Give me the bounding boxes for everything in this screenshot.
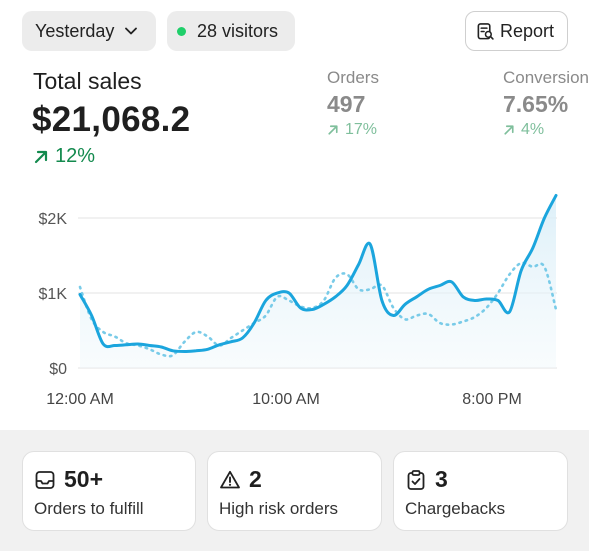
top-bar: Yesterday 28 visitors Report: [0, 0, 589, 62]
conversion-label: Conversion: [503, 68, 589, 87]
arrow-up-right-icon: [504, 125, 514, 135]
total-sales-change: 12%: [33, 145, 95, 168]
chargebacks-label: Chargebacks: [405, 499, 506, 518]
inbox-icon: [35, 470, 55, 489]
orders-change-value: 17%: [345, 121, 378, 138]
y-tick-label: $0: [49, 361, 67, 378]
conversion-value: 7.65%: [503, 91, 569, 117]
x-tick-label: 10:00 AM: [252, 391, 320, 408]
live-dot-icon: [177, 26, 186, 36]
y-tick-label: $1K: [39, 286, 68, 303]
total-sales-value: $21,068.2: [32, 100, 191, 139]
sales-series-line: [78, 194, 558, 353]
y-tick-label: $2K: [39, 211, 68, 228]
arrow-up-right-icon: [328, 125, 338, 135]
sales-chart: $2K $1K $0 12:00 AM 10:00 AM 8:00 PM: [39, 194, 558, 408]
orders-to-fulfill-card[interactable]: 50+ Orders to fulfill: [22, 451, 196, 531]
chevron-down-icon: [125, 27, 138, 35]
x-tick-label: 12:00 AM: [46, 391, 114, 408]
chargebacks-card[interactable]: 3 Chargebacks: [393, 451, 568, 531]
high-risk-orders-count: 2: [249, 466, 262, 492]
sales-area-fill: [80, 195, 556, 368]
report-button[interactable]: Report: [465, 11, 568, 51]
clipboard-check-icon: [407, 469, 425, 490]
report-label: Report: [500, 20, 555, 41]
conversion-change-value: 4%: [521, 121, 545, 138]
warning-icon: [220, 470, 240, 488]
x-tick-label: 8:00 PM: [462, 391, 522, 408]
orders-change: 17%: [327, 121, 377, 139]
total-sales-label: Total sales: [33, 68, 142, 94]
high-risk-orders-label: High risk orders: [219, 499, 339, 518]
chargebacks-count: 3: [435, 466, 448, 492]
orders-to-fulfill-count: 50+: [64, 466, 104, 492]
orders-label: Orders: [327, 68, 379, 87]
conversion-change: 4%: [503, 121, 544, 139]
arrow-up-right-icon: [34, 150, 48, 163]
orders-to-fulfill-label: Orders to fulfill: [34, 499, 144, 518]
orders-value: 497: [327, 91, 366, 117]
total-sales-change-value: 12%: [55, 145, 96, 167]
visitors-label: 28 visitors: [197, 20, 279, 41]
high-risk-orders-card[interactable]: 2 High risk orders: [207, 451, 382, 531]
action-cards-area: 50+ Orders to fulfill 2 High risk orders…: [0, 430, 589, 551]
date-filter-label: Yesterday: [35, 20, 115, 41]
live-visitors-button[interactable]: 28 visitors: [167, 11, 295, 51]
date-filter-button[interactable]: Yesterday: [22, 11, 156, 51]
report-icon: [477, 22, 494, 40]
